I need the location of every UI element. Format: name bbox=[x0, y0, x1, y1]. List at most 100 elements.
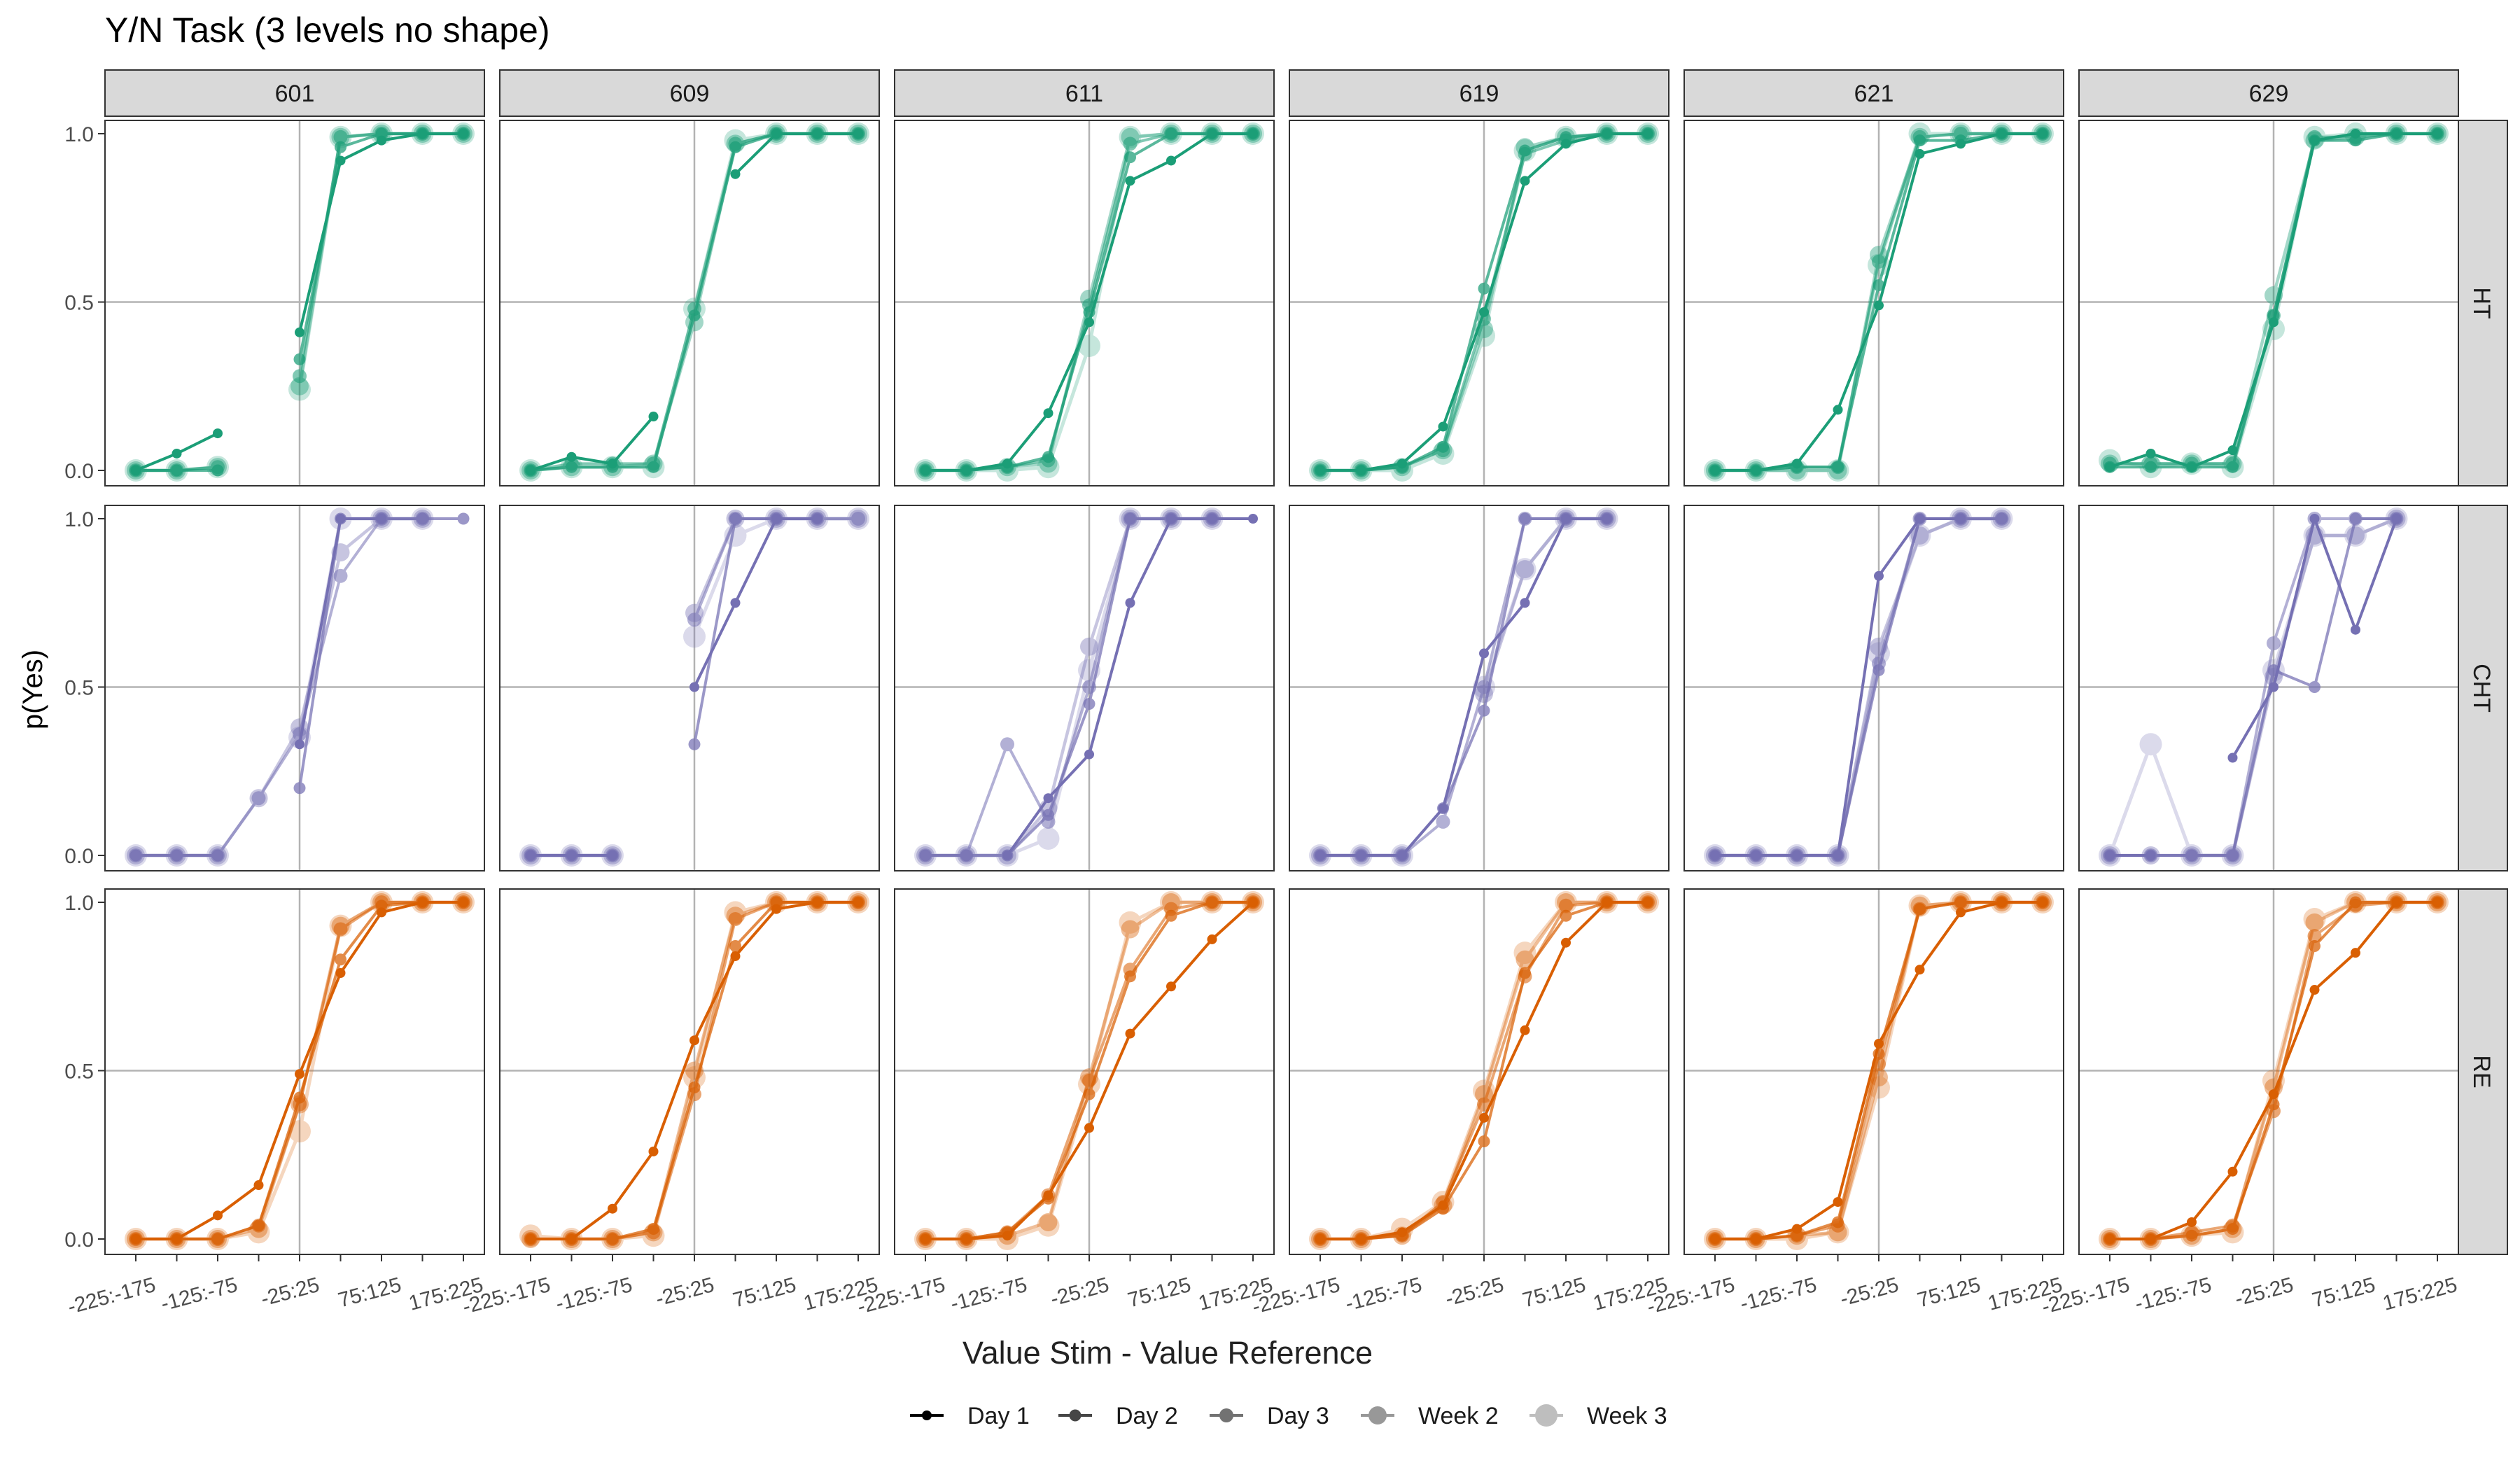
facet-label-629: 629 bbox=[2249, 80, 2289, 107]
data-point bbox=[1513, 558, 1536, 581]
facet-label-601: 601 bbox=[275, 80, 315, 107]
x-tick-label: -25:25 bbox=[1048, 1273, 1112, 1311]
panel-border bbox=[499, 888, 880, 1255]
panel-HT-611 bbox=[894, 120, 1275, 486]
legend-point bbox=[1368, 1406, 1387, 1424]
panel-background bbox=[105, 889, 484, 1254]
data-point bbox=[2309, 135, 2320, 146]
x-tick-label: -125:-75 bbox=[1737, 1273, 1819, 1316]
panel-border bbox=[894, 888, 1275, 1255]
series-line bbox=[925, 517, 1212, 857]
panel-border bbox=[1289, 505, 1670, 872]
data-point bbox=[730, 951, 741, 961]
data-point bbox=[1710, 1234, 1720, 1244]
data-point bbox=[729, 141, 741, 153]
data-point bbox=[1914, 965, 1925, 975]
data-point bbox=[1207, 934, 1217, 944]
data-point bbox=[1872, 279, 1885, 291]
panel-border bbox=[2078, 888, 2459, 1255]
data-point bbox=[1042, 451, 1054, 463]
legend-item-day-2: Day 2 bbox=[1058, 1403, 1178, 1429]
x-tick-label: 175:225 bbox=[2381, 1273, 2460, 1315]
facet-label-611: 611 bbox=[1065, 80, 1103, 107]
x-tick-label: -25:25 bbox=[258, 1273, 322, 1311]
series-day-1 bbox=[2105, 514, 2402, 860]
data-point bbox=[1832, 1216, 1844, 1228]
data-point bbox=[2187, 462, 2197, 472]
data-point bbox=[131, 1234, 141, 1244]
series-day-1 bbox=[131, 129, 468, 475]
data-point bbox=[377, 907, 386, 918]
data-point bbox=[1356, 850, 1366, 860]
data-point bbox=[688, 738, 701, 750]
panel-border bbox=[1684, 888, 2064, 1255]
panel-CHT-609 bbox=[499, 505, 880, 872]
data-point bbox=[335, 953, 346, 966]
data-point bbox=[771, 129, 781, 139]
data-point bbox=[2351, 948, 2360, 958]
data-point bbox=[2309, 985, 2320, 995]
y-tick-label: 0.0 bbox=[64, 1228, 94, 1252]
data-point bbox=[1872, 664, 1885, 676]
data-point bbox=[335, 155, 346, 166]
data-point bbox=[1519, 512, 1531, 525]
legend-key bbox=[1530, 1404, 1563, 1427]
facet-label-621: 621 bbox=[1854, 80, 1894, 107]
row-label-HT: HT bbox=[2468, 287, 2495, 318]
data-point bbox=[1397, 458, 1407, 469]
data-point bbox=[729, 512, 741, 525]
data-point bbox=[1002, 458, 1012, 469]
y-tick-label: 1.0 bbox=[64, 123, 94, 146]
data-point bbox=[1792, 1224, 1802, 1234]
data-point bbox=[2309, 514, 2320, 524]
x-tick-label: -125:-75 bbox=[1343, 1273, 1424, 1316]
series-day-1 bbox=[131, 897, 468, 1244]
data-point bbox=[2227, 445, 2238, 456]
legend-label: Day 1 bbox=[967, 1403, 1030, 1429]
chart-title: Y/N Task (3 levels no shape) bbox=[105, 10, 550, 50]
x-tick-label: -25:25 bbox=[1443, 1273, 1506, 1311]
facet-grid: 601 609 611 619 621 629 HT CHT RE 0.0 0.5 1.0 0.0 0.5… bbox=[64, 69, 2508, 1319]
panel-background bbox=[105, 505, 484, 871]
panel-background bbox=[2079, 120, 2458, 486]
panel-border bbox=[104, 888, 485, 1255]
data-point bbox=[417, 129, 428, 139]
data-point bbox=[2038, 129, 2047, 139]
data-point bbox=[648, 412, 659, 422]
y-tick-label: 1.0 bbox=[64, 892, 94, 915]
data-point bbox=[961, 1234, 972, 1244]
data-point bbox=[333, 922, 348, 937]
data-point bbox=[1792, 850, 1802, 860]
series-day-1 bbox=[2105, 897, 2442, 1244]
data-point bbox=[211, 1233, 224, 1245]
data-point bbox=[1000, 737, 1014, 752]
data-point bbox=[1125, 598, 1135, 608]
data-point bbox=[2349, 512, 2362, 525]
data-point bbox=[1165, 909, 1177, 922]
y-tick-label: 0.5 bbox=[64, 1060, 94, 1084]
data-point bbox=[1037, 1214, 1060, 1237]
data-point bbox=[288, 378, 311, 401]
data-point bbox=[1519, 967, 1531, 979]
data-point bbox=[1437, 440, 1449, 453]
series-day-1 bbox=[1710, 897, 2047, 1244]
data-point bbox=[1166, 155, 1176, 166]
series-day-1 bbox=[295, 514, 386, 750]
data-point bbox=[1123, 136, 1138, 151]
x-tick-label: -125:-75 bbox=[553, 1273, 634, 1316]
y-axis-label: p(Yes) bbox=[18, 650, 48, 729]
data-point bbox=[1710, 465, 1720, 475]
data-point bbox=[730, 169, 741, 179]
panel-border bbox=[104, 505, 485, 872]
data-point bbox=[253, 1180, 264, 1191]
data-point bbox=[2187, 1217, 2197, 1227]
panel-background bbox=[1289, 889, 1669, 1254]
data-point bbox=[1956, 514, 1966, 524]
data-point bbox=[2432, 897, 2442, 907]
data-point bbox=[853, 129, 863, 139]
legend-key bbox=[1210, 1408, 1243, 1422]
x-tick-label: -125:-75 bbox=[2132, 1273, 2213, 1316]
legend-key bbox=[1058, 1409, 1092, 1422]
data-point bbox=[1833, 405, 1843, 415]
data-point bbox=[1872, 254, 1886, 269]
